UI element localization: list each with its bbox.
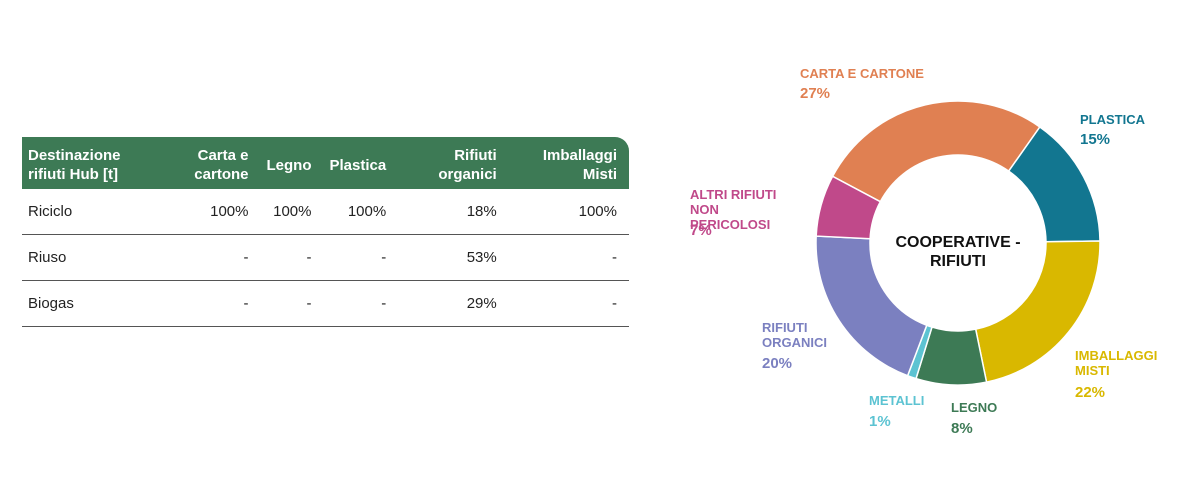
table-row: Biogas - - -29% - <box>22 280 629 327</box>
destination-table: Destinazione rifiuti Hub [t] Carta e cart… <box>22 137 629 327</box>
slice-label: ALTRI RIFIUTI NON PERICOLOSI <box>690 187 777 232</box>
table-cell: - <box>260 234 324 281</box>
table-cell: - <box>148 280 261 327</box>
table-cell: - <box>323 280 399 327</box>
header-cell: Carta e cartone <box>148 137 261 189</box>
table-cell: Biogas <box>22 280 148 327</box>
chart-title: COOPERATIVE - RIFIUTI <box>895 234 1021 270</box>
slice-label: LEGNO <box>951 400 998 415</box>
table-cell: 29% <box>398 280 509 327</box>
table-cell: 100% <box>260 189 324 235</box>
table-cell: 53% <box>398 234 509 281</box>
slice-label: METALLI <box>869 393 925 408</box>
header-cell: Plastica <box>323 137 399 189</box>
table-cell: - <box>508 234 629 281</box>
table-cell: 100% <box>323 189 399 235</box>
slice-value-label: 22% <box>1075 384 1106 401</box>
header-cell: Imballaggi Misti <box>508 137 629 189</box>
table-row: Riuso - - -53% - <box>22 234 629 281</box>
slice-value-label: 1% <box>869 413 891 430</box>
header-cell: Rifiuti organici <box>398 137 509 189</box>
slice-value-label: 8% <box>951 420 973 437</box>
header-cell: Legno <box>260 137 324 189</box>
table-cell: 100% <box>148 189 261 235</box>
slice-value-label: 27% <box>800 85 831 102</box>
table-cell: Riuso <box>22 234 148 281</box>
slice-label: PLASTICA <box>1080 112 1145 127</box>
table-cell: - <box>508 280 629 327</box>
slice-label: CARTA E CARTONE <box>800 66 924 81</box>
table-cell: - <box>148 234 261 281</box>
donut-slice <box>815 175 882 240</box>
slice-value-label: 20% <box>762 355 793 372</box>
slice-value-label: 15% <box>1080 131 1111 148</box>
header-cell: Destinazione rifiuti Hub [t] <box>22 137 148 189</box>
donut-slice <box>831 100 1041 203</box>
table-cell: - <box>260 280 324 327</box>
table-cell: 18% <box>398 189 509 235</box>
table-row: Riciclo 100% 100% 100% 18% 100% <box>22 189 629 235</box>
table-cell: 100% <box>508 189 629 235</box>
slice-label: IMBALLAGGI MISTI <box>1075 348 1158 378</box>
table-cell: - <box>323 234 399 281</box>
slice-value-label: 7% <box>690 222 712 239</box>
slice-label: RIFIUTI ORGANICI <box>762 320 827 350</box>
table-cell: Riciclo <box>22 189 148 235</box>
